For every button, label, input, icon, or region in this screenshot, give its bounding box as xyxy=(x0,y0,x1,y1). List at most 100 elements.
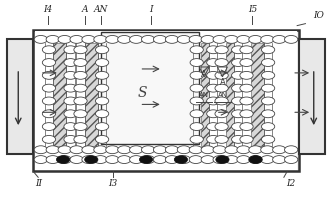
Circle shape xyxy=(64,84,77,92)
Circle shape xyxy=(249,35,262,43)
Circle shape xyxy=(190,136,203,143)
Circle shape xyxy=(141,146,155,154)
Circle shape xyxy=(213,156,226,164)
Circle shape xyxy=(262,46,275,54)
Circle shape xyxy=(189,146,203,154)
Circle shape xyxy=(42,110,56,118)
Circle shape xyxy=(262,123,275,130)
Circle shape xyxy=(262,97,275,105)
Circle shape xyxy=(215,72,228,79)
Text: I: I xyxy=(149,5,153,14)
Circle shape xyxy=(118,146,131,154)
Circle shape xyxy=(262,136,275,143)
Circle shape xyxy=(285,146,298,154)
Circle shape xyxy=(207,59,220,67)
Circle shape xyxy=(74,72,87,79)
Circle shape xyxy=(153,156,167,164)
Circle shape xyxy=(190,59,203,67)
Circle shape xyxy=(118,35,131,43)
Text: I3: I3 xyxy=(108,179,118,188)
Circle shape xyxy=(177,156,191,164)
Circle shape xyxy=(82,146,95,154)
Circle shape xyxy=(34,146,47,154)
Circle shape xyxy=(94,156,107,164)
Circle shape xyxy=(64,97,77,105)
Circle shape xyxy=(58,146,71,154)
Circle shape xyxy=(232,46,245,54)
Text: IO: IO xyxy=(313,11,324,20)
Bar xyxy=(7,39,33,154)
Circle shape xyxy=(201,35,214,43)
Circle shape xyxy=(215,123,228,130)
Circle shape xyxy=(34,35,47,43)
Circle shape xyxy=(237,35,250,43)
Circle shape xyxy=(240,59,253,67)
Circle shape xyxy=(262,72,275,79)
Circle shape xyxy=(262,110,275,118)
Text: I2: I2 xyxy=(286,179,295,188)
Text: I5: I5 xyxy=(248,5,257,14)
Circle shape xyxy=(70,156,83,164)
Circle shape xyxy=(273,156,286,164)
Circle shape xyxy=(58,35,71,43)
Circle shape xyxy=(240,97,253,105)
Circle shape xyxy=(262,59,275,67)
Circle shape xyxy=(273,35,286,43)
Circle shape xyxy=(118,156,131,164)
Circle shape xyxy=(85,156,98,164)
Circle shape xyxy=(207,123,220,130)
Circle shape xyxy=(249,146,262,154)
Circle shape xyxy=(106,146,119,154)
Circle shape xyxy=(74,123,87,130)
Circle shape xyxy=(74,84,87,92)
Circle shape xyxy=(189,156,203,164)
Circle shape xyxy=(177,146,191,154)
Circle shape xyxy=(240,136,253,143)
Circle shape xyxy=(139,156,153,164)
Circle shape xyxy=(262,84,275,92)
Circle shape xyxy=(285,156,298,164)
Circle shape xyxy=(74,46,87,54)
Bar xyxy=(299,39,325,154)
Circle shape xyxy=(237,156,250,164)
Text: AN: AN xyxy=(217,92,227,98)
Circle shape xyxy=(190,123,203,130)
Circle shape xyxy=(165,146,179,154)
Circle shape xyxy=(95,123,109,130)
Circle shape xyxy=(177,35,191,43)
Circle shape xyxy=(213,35,226,43)
Circle shape xyxy=(232,110,245,118)
Bar xyxy=(226,43,234,146)
Text: A: A xyxy=(81,5,88,14)
Text: AN: AN xyxy=(199,92,209,98)
Text: I4: I4 xyxy=(43,5,53,14)
Circle shape xyxy=(232,59,245,67)
Circle shape xyxy=(232,136,245,143)
Circle shape xyxy=(207,97,220,105)
Circle shape xyxy=(190,84,203,92)
Circle shape xyxy=(190,46,203,54)
Circle shape xyxy=(94,146,107,154)
Circle shape xyxy=(232,72,245,79)
Circle shape xyxy=(201,146,214,154)
Text: II: II xyxy=(35,179,42,188)
Circle shape xyxy=(273,146,286,154)
Circle shape xyxy=(70,35,83,43)
Circle shape xyxy=(215,97,228,105)
Circle shape xyxy=(64,123,77,130)
Circle shape xyxy=(34,156,47,164)
Circle shape xyxy=(82,35,95,43)
Circle shape xyxy=(215,59,228,67)
Circle shape xyxy=(95,136,109,143)
Circle shape xyxy=(46,146,59,154)
Circle shape xyxy=(70,146,83,154)
Circle shape xyxy=(215,84,228,92)
Circle shape xyxy=(207,136,220,143)
Circle shape xyxy=(232,84,245,92)
Circle shape xyxy=(106,156,119,164)
Circle shape xyxy=(129,146,143,154)
Text: A: A xyxy=(219,78,225,87)
Circle shape xyxy=(141,156,155,164)
Circle shape xyxy=(64,110,77,118)
Circle shape xyxy=(42,136,56,143)
